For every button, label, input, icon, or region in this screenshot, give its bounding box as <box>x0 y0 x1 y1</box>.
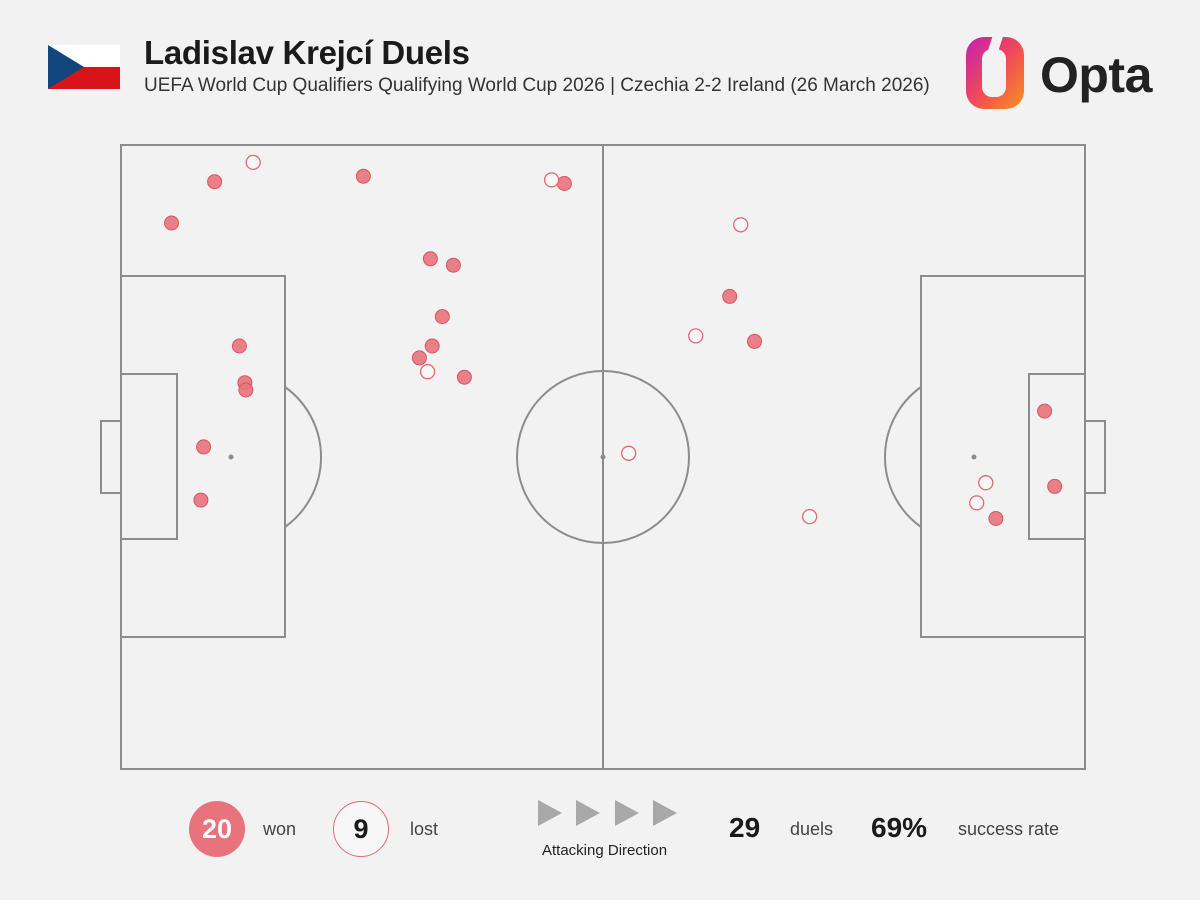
opta-logo-icon <box>966 35 1024 109</box>
duel-won-point <box>1047 478 1063 494</box>
duel-won-point <box>988 511 1004 526</box>
right-goal <box>1084 420 1106 494</box>
duel-won-point <box>411 350 427 366</box>
duel-won-point <box>424 338 440 354</box>
chart-subtitle: UEFA World Cup Qualifiers Qualifying Wor… <box>144 75 930 96</box>
total-duels-label: duels <box>790 819 834 839</box>
duel-lost-point <box>543 172 560 188</box>
chart-title: Ladislav Krejcí Duels <box>144 34 470 71</box>
success-rate-value: 69% <box>871 812 928 843</box>
duel-lost-point <box>621 445 637 461</box>
duel-won-point <box>231 338 247 354</box>
opta-logo-slash <box>987 35 1003 57</box>
right-six-yard-box <box>1028 373 1086 540</box>
duel-won-point <box>1037 403 1053 419</box>
won-count-badge: 20 <box>189 801 245 857</box>
left-goal <box>100 420 122 494</box>
direction-arrow-3 <box>615 800 639 826</box>
right-penalty-box <box>920 275 1086 638</box>
duel-won-point <box>456 369 472 385</box>
duel-lost-point <box>801 508 818 525</box>
right-penalty-spot <box>971 454 977 460</box>
left-penalty-spot <box>228 454 234 460</box>
right-penalty-arc <box>883 386 922 528</box>
duel-won-point <box>445 257 461 273</box>
duel-won-point <box>722 288 738 304</box>
success-rate-label: success rate <box>958 819 1060 839</box>
opta-logo-hole <box>982 49 1006 97</box>
duel-won-point <box>747 333 762 349</box>
duel-won-point <box>434 309 450 325</box>
lost-count-badge: 9 <box>333 801 389 857</box>
duel-won-point <box>207 174 223 190</box>
center-spot <box>600 454 606 460</box>
czech-flag-icon <box>48 45 120 89</box>
lost-label: lost <box>410 819 439 839</box>
duel-won-point <box>422 251 438 267</box>
duel-lost-point <box>978 475 994 491</box>
direction-arrow-1 <box>538 800 562 826</box>
duel-won-point <box>556 176 572 191</box>
duel-won-point <box>238 382 254 398</box>
opta-brand-text: Opta <box>1040 47 1152 103</box>
duel-lost-point <box>733 217 749 233</box>
won-label: won <box>263 819 297 839</box>
center-circle <box>516 370 690 544</box>
duel-won-point <box>164 215 179 231</box>
duel-won-point <box>196 439 212 455</box>
direction-arrow-4 <box>653 800 677 826</box>
direction-arrow-2 <box>576 800 600 826</box>
duel-lost-point <box>969 495 985 511</box>
duel-lost-point <box>245 154 261 171</box>
left-penalty-box <box>120 275 286 638</box>
duel-lost-point <box>688 328 704 344</box>
total-duels-value: 29 <box>729 812 761 843</box>
flag-blue-triangle <box>48 45 84 89</box>
duel-won-point <box>193 492 209 508</box>
left-penalty-arc <box>284 386 323 528</box>
duel-won-point <box>355 168 371 184</box>
left-six-yard-box <box>120 373 178 540</box>
duel-points <box>164 154 1063 526</box>
attacking-direction-arrows-icon <box>538 800 677 826</box>
duel-lost-point <box>419 364 436 380</box>
attacking-direction-label: Attacking Direction <box>542 842 668 859</box>
